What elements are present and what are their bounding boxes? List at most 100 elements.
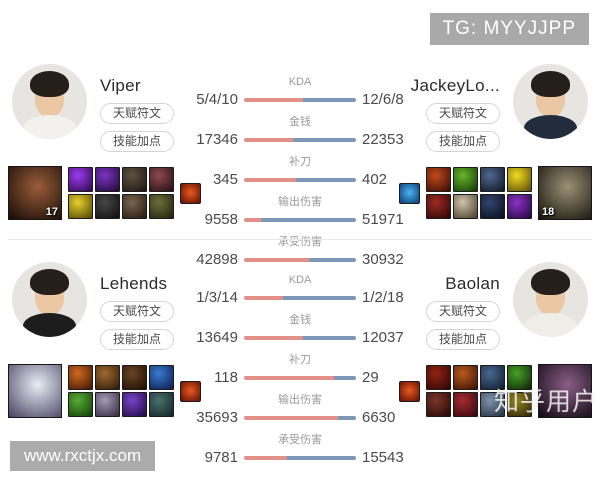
avatar-body <box>524 313 577 337</box>
item-icon[interactable] <box>453 365 478 390</box>
item-icon[interactable] <box>149 167 174 192</box>
item-icon[interactable] <box>480 365 505 390</box>
item-icon[interactable] <box>95 392 120 417</box>
stat-label: KDA <box>288 76 312 88</box>
item-icon[interactable] <box>68 365 93 390</box>
stat-value-right: 51971 <box>362 211 404 228</box>
tg-badge: TG: MYYJJPP <box>429 13 589 45</box>
level-badge: 17 <box>45 206 58 218</box>
stat-value-left: 42898 <box>196 251 238 268</box>
player-name: JackeyLo... <box>410 76 500 95</box>
player-card-right: JackeyLo... 天赋符文 技能加点 <box>411 64 588 152</box>
stat-comparison-bar <box>244 257 356 262</box>
item-icon[interactable] <box>68 167 93 192</box>
item-icon[interactable] <box>507 194 532 219</box>
avatar-body <box>524 115 577 139</box>
item-grid <box>426 365 532 417</box>
item-icon[interactable] <box>149 365 174 390</box>
stat-comparison-bar <box>244 217 356 222</box>
runes-button[interactable]: 天赋符文 <box>100 301 175 322</box>
item-icon[interactable] <box>507 392 532 417</box>
skills-button[interactable]: 技能加点 <box>100 329 175 350</box>
avatar[interactable] <box>513 64 588 139</box>
stat-row-cs: 补刀 118 29 <box>186 354 414 386</box>
player-info: Lehends 天赋符文 技能加点 <box>100 262 175 350</box>
avatar-body <box>23 313 76 337</box>
stat-row-gold: 金钱 13649 12037 <box>186 314 414 346</box>
matchup-section-top: Viper 天赋符文 技能加点 JackeyLo... 天赋符文 技能加点 KD… <box>0 60 600 268</box>
item-icon[interactable] <box>95 194 120 219</box>
item-icon[interactable] <box>453 167 478 192</box>
item-icon[interactable] <box>149 392 174 417</box>
stat-row-kda: KDA 1/3/14 1/2/18 <box>186 274 414 306</box>
stat-comparison-bar <box>244 375 356 380</box>
runes-button[interactable]: 天赋符文 <box>425 103 500 124</box>
champion-portrait <box>8 364 62 418</box>
player-info: Viper 天赋符文 技能加点 <box>100 64 175 152</box>
item-icon[interactable] <box>426 194 451 219</box>
stat-label: 金钱 <box>289 116 311 128</box>
stat-label: 承受伤害 <box>278 434 322 446</box>
item-icon[interactable] <box>426 167 451 192</box>
item-icon[interactable] <box>95 167 120 192</box>
champion-portrait: 17 <box>8 166 62 220</box>
stat-row-damage-dealt: 输出伤害 35693 6630 <box>186 394 414 426</box>
runes-button[interactable]: 天赋符文 <box>100 103 175 124</box>
stat-comparison-bar <box>244 455 356 460</box>
trinket-icon[interactable] <box>180 380 201 402</box>
avatar[interactable] <box>12 64 87 139</box>
item-icon[interactable] <box>68 392 93 417</box>
stat-value-left: 9558 <box>204 211 238 228</box>
stat-value-right: 12/6/8 <box>362 91 404 108</box>
section-divider <box>8 239 592 240</box>
stat-value-left: 118 <box>214 369 238 386</box>
item-icon[interactable] <box>426 365 451 390</box>
stat-comparison-bar <box>244 137 356 142</box>
item-icon[interactable] <box>149 194 174 219</box>
item-icon[interactable] <box>453 392 478 417</box>
item-icon[interactable] <box>426 392 451 417</box>
player-card-right: Baolan 天赋符文 技能加点 <box>425 262 588 350</box>
stat-row-gold: 金钱 17346 22353 <box>186 116 414 148</box>
item-icon[interactable] <box>453 194 478 219</box>
avatar-body <box>23 115 76 139</box>
skills-button[interactable]: 技能加点 <box>100 131 175 152</box>
item-icon[interactable] <box>122 392 147 417</box>
stat-label: 承受伤害 <box>278 236 322 248</box>
avatar[interactable] <box>12 262 87 337</box>
stat-value-right: 29 <box>362 369 379 386</box>
stat-comparison-bar <box>244 335 356 340</box>
item-icon[interactable] <box>122 167 147 192</box>
item-icon[interactable] <box>507 167 532 192</box>
stat-comparison-bar <box>244 97 356 102</box>
stats-comparison: KDA 5/4/10 12/6/8 金钱 17346 22353 补刀 345 <box>186 76 414 276</box>
matchup-section-bottom: Lehends 天赋符文 技能加点 Baolan 天赋符文 技能加点 KDA 1… <box>0 258 600 466</box>
item-icon[interactable] <box>68 194 93 219</box>
player-info: Baolan 天赋符文 技能加点 <box>425 262 500 350</box>
avatar[interactable] <box>513 262 588 337</box>
skills-button[interactable]: 技能加点 <box>425 131 500 152</box>
player-name: Baolan <box>445 274 500 293</box>
stat-comparison-bar <box>244 415 356 420</box>
trinket-icon[interactable] <box>399 380 420 402</box>
item-grid <box>426 167 532 219</box>
item-icon[interactable] <box>480 194 505 219</box>
item-icon[interactable] <box>507 365 532 390</box>
loadout-right <box>399 362 592 420</box>
stats-comparison: KDA 1/3/14 1/2/18 金钱 13649 12037 补刀 118 <box>186 274 414 474</box>
stat-comparison-bar <box>244 295 356 300</box>
loadout-left: 17 <box>8 164 201 222</box>
stat-value-right: 30932 <box>362 251 404 268</box>
item-icon[interactable] <box>122 194 147 219</box>
item-icon[interactable] <box>95 365 120 390</box>
trinket-icon[interactable] <box>180 182 201 204</box>
avatar-hair <box>531 269 570 295</box>
trinket-icon[interactable] <box>399 182 420 204</box>
item-icon[interactable] <box>480 167 505 192</box>
item-icon[interactable] <box>480 392 505 417</box>
runes-button[interactable]: 天赋符文 <box>425 301 500 322</box>
skills-button[interactable]: 技能加点 <box>425 329 500 350</box>
stat-label: 补刀 <box>289 354 311 366</box>
avatar-hair <box>531 71 570 97</box>
item-icon[interactable] <box>122 365 147 390</box>
